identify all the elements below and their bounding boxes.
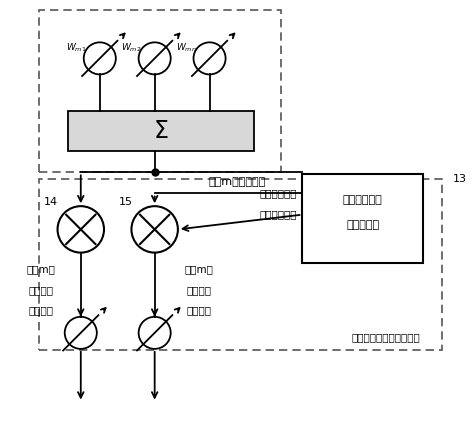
Bar bbox=[68, 111, 254, 151]
Text: 取负比例系数: 取负比例系数 bbox=[260, 210, 297, 220]
Text: 负区域和: 负区域和 bbox=[186, 285, 211, 295]
Text: 正区域和: 正区域和 bbox=[28, 285, 53, 295]
Text: 15: 15 bbox=[119, 197, 133, 207]
Text: 例系数计算: 例系数计算 bbox=[346, 220, 379, 230]
Text: 14: 14 bbox=[44, 197, 58, 207]
Text: 取正比例系数: 取正比例系数 bbox=[260, 189, 297, 198]
Bar bbox=[38, 10, 282, 173]
Text: 子阵m取: 子阵m取 bbox=[184, 264, 213, 275]
Text: $W_{m2}$: $W_{m2}$ bbox=[121, 42, 142, 54]
Text: 波束输出: 波束输出 bbox=[28, 305, 53, 315]
Text: 子阵跨区域比: 子阵跨区域比 bbox=[343, 195, 383, 205]
Text: $W_{m1}$: $W_{m1}$ bbox=[66, 42, 87, 54]
Text: 子阵m和波束输出: 子阵m和波束输出 bbox=[209, 177, 265, 187]
Bar bbox=[302, 175, 423, 263]
Bar bbox=[38, 179, 442, 350]
Text: 波束输出: 波束输出 bbox=[186, 305, 211, 315]
Text: 子阵m取: 子阵m取 bbox=[26, 264, 55, 275]
Text: $\Sigma$: $\Sigma$ bbox=[153, 119, 169, 143]
Text: 子阵跨区域拆分处理单元: 子阵跨区域拆分处理单元 bbox=[352, 332, 420, 342]
Text: $W_{mn}$: $W_{mn}$ bbox=[176, 42, 197, 54]
Text: 13: 13 bbox=[452, 174, 466, 184]
